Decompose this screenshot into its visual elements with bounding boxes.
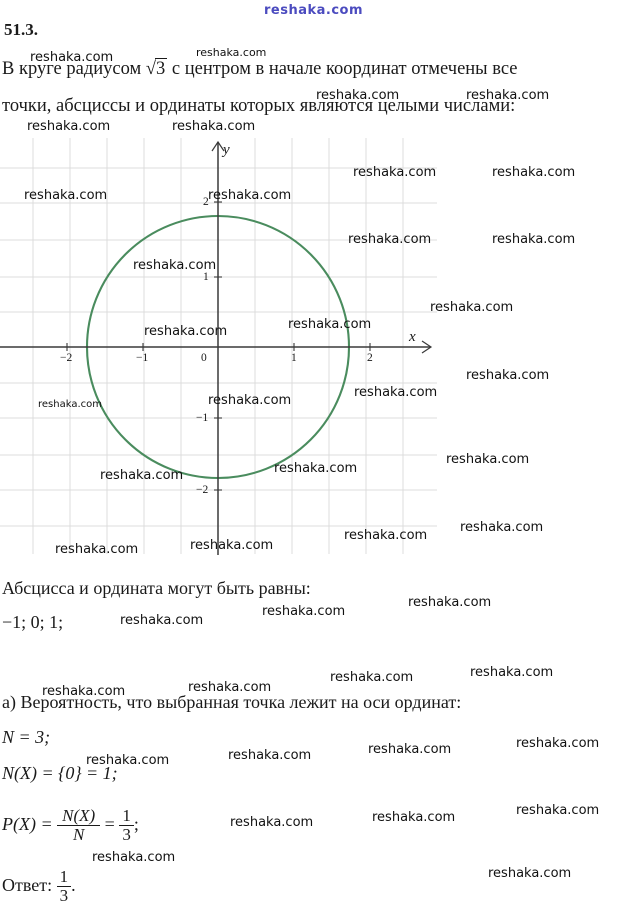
- part-a-statement: а) Вероятность, что выбранная точка лежи…: [2, 692, 462, 712]
- xtick-label-1: 1: [291, 352, 297, 364]
- possible-values: −1; 0; 1;: [2, 612, 64, 632]
- equation-total-count: N = 3;: [2, 727, 51, 747]
- statement-line-1: В круге радиусом √3 с центром в начале к…: [2, 58, 518, 80]
- fraction-numerator: N(X): [62, 806, 96, 825]
- ytick-label-minus2: −2: [196, 484, 209, 496]
- watermark-text: reshaka.com: [372, 810, 456, 825]
- watermark-text: reshaka.com: [368, 742, 452, 757]
- answer-denominator: 3: [56, 885, 72, 905]
- watermark-text: reshaka.com: [228, 748, 312, 763]
- watermark-text: reshaka.com: [492, 165, 576, 180]
- watermark-text: reshaka.com: [230, 815, 314, 830]
- watermark-text: reshaka.com: [264, 3, 364, 18]
- abscissa-ordinate-title: Абсцисса и ордината могут быть равны:: [2, 578, 311, 598]
- watermark-text: reshaka.com: [470, 665, 554, 680]
- watermark-text: reshaka.com: [492, 232, 576, 247]
- x-axis-label: x: [409, 329, 416, 345]
- xtick-label-zero: 0: [201, 352, 207, 364]
- probability-equals: =: [100, 813, 120, 834]
- watermark-text: reshaka.com: [446, 452, 530, 467]
- probability-tail: ;: [133, 813, 139, 834]
- statement-line-2: точки, абсциссы и ординаты которых являю…: [2, 96, 516, 116]
- watermark-text: reshaka.com: [466, 368, 550, 383]
- probability-lhs: P(X) =: [2, 813, 58, 834]
- answer-numerator: 1: [59, 867, 69, 886]
- watermark-text: reshaka.com: [516, 803, 600, 818]
- statement-text-before-sqrt: В круге радиусом: [2, 59, 146, 79]
- watermark-text: reshaka.com: [330, 670, 414, 685]
- watermark-text: reshaka.com: [460, 520, 544, 535]
- result-numerator: 1: [122, 806, 131, 825]
- watermark-text: reshaka.com: [262, 604, 346, 619]
- watermark-text: reshaka.com: [408, 595, 492, 610]
- sqrt-radicand: 3: [155, 58, 168, 79]
- exercise-number: 51.3.: [4, 20, 38, 39]
- watermark-text: reshaka.com: [92, 850, 176, 865]
- coordinate-plane-figure: −2 −1 0 1 2 2 1 −1 −2 y x: [0, 130, 440, 560]
- statement-text-after-sqrt: с центром в начале координат отмечены вс…: [167, 59, 518, 79]
- xtick-label-minus1: −1: [136, 352, 149, 364]
- answer-label: Ответ:: [2, 874, 53, 895]
- watermark-text: reshaka.com: [430, 300, 514, 315]
- answer-tail: .: [71, 874, 76, 895]
- fraction-denominator: N: [57, 824, 101, 844]
- ytick-label-1: 1: [203, 271, 209, 283]
- xtick-label-minus2: −2: [60, 352, 73, 364]
- fraction-NX-over-N: N(X) N: [57, 806, 101, 844]
- axis-ticks: [66, 201, 371, 491]
- watermark-text: reshaka.com: [516, 736, 600, 751]
- result-denominator: 3: [119, 824, 134, 844]
- watermark-text: reshaka.com: [120, 613, 204, 628]
- watermark-text: reshaka.com: [488, 866, 572, 881]
- xtick-label-2: 2: [367, 352, 373, 364]
- sqrt-symbol: √3: [145, 58, 168, 79]
- equation-probability: P(X) = N(X) N = 1 3;: [2, 807, 139, 844]
- y-axis-label: y: [223, 142, 230, 158]
- y-axis: [211, 140, 225, 555]
- x-axis: [0, 340, 433, 354]
- ytick-label-minus1: −1: [196, 412, 209, 424]
- coordinate-plane-svg: [0, 138, 437, 555]
- ytick-label-2: 2: [203, 196, 209, 208]
- equation-favorable-count: N(X) = {0} = 1;: [2, 763, 118, 783]
